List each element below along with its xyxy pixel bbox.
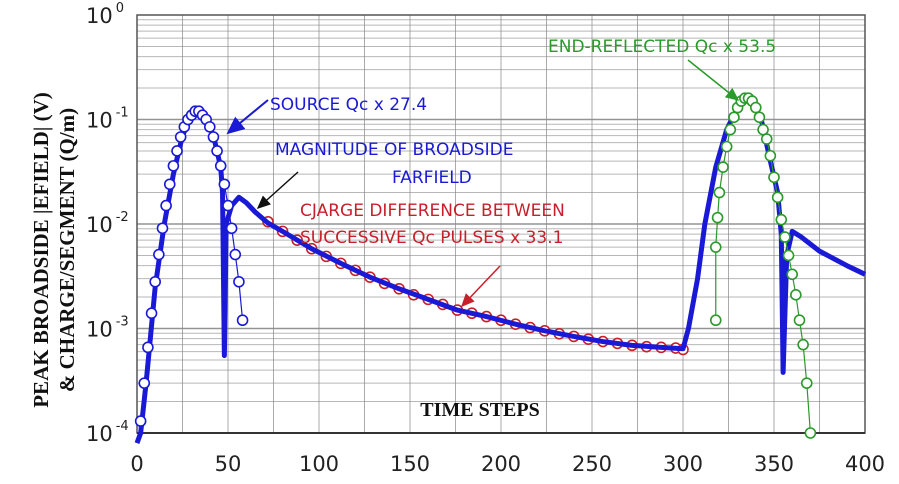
series-source-point [153, 248, 165, 261]
x-tick-label: 0 [130, 452, 143, 476]
series-source-point [167, 160, 180, 172]
y-tick-label: 10 -2 [86, 210, 129, 237]
x-tick-label: 150 [390, 452, 430, 476]
y-tick-label: 10 -3 [86, 315, 129, 342]
y-tick-label: 10 -4 [86, 419, 129, 446]
series-source-point [142, 341, 154, 354]
series-source-point [145, 307, 158, 320]
series-source-point [163, 178, 176, 191]
series-source-point [174, 131, 187, 143]
series-source-point [214, 160, 227, 172]
series-source-point [134, 415, 147, 427]
tick-labels: 0 50 100 150 200 250 300 350 400 10 0 10 -1 10 -2 10 -3 1… [86, 1, 885, 476]
series-end-point [713, 186, 726, 199]
series-source-point [204, 121, 216, 133]
x-tick-label: 300 [663, 452, 703, 476]
series-end-point [709, 241, 722, 253]
series-source-point [138, 377, 151, 389]
y-axis-label-line1: PEAK BROADSIDE |EFIELD| (V) [29, 92, 53, 408]
series-source-point [236, 314, 249, 327]
annotation-farfield-2: FARFIELD [392, 168, 472, 188]
series-source-point [233, 275, 245, 288]
series-end-point [779, 231, 791, 243]
grid [136, 14, 866, 434]
annotation-end-reflected: END-REFLECTED Qc x 53.5 [548, 37, 776, 57]
series-end-point [760, 133, 773, 145]
plot-series [134, 92, 867, 444]
series-end-point [800, 377, 813, 389]
series-end-point [775, 213, 788, 226]
series-end-point [793, 314, 806, 327]
annotation-charge-1: CJARGE DIFFERENCE BETWEEN [300, 201, 565, 221]
x-tick-label: 350 [754, 452, 794, 476]
series-end-point [753, 111, 766, 124]
series-end-point [768, 171, 780, 184]
series-end-point [771, 191, 784, 204]
annotation-farfield-1: MAGNITUDE OF BROADSIDE [275, 140, 513, 160]
annotation-source: SOURCE Qc x 27.4 [270, 95, 427, 115]
series-end-point [764, 149, 777, 162]
series-source-point [149, 275, 161, 288]
series-end-point [797, 338, 809, 351]
series-end-point [720, 140, 733, 153]
charge-arrow [460, 265, 501, 308]
series-end-point [717, 161, 729, 173]
farfield-arrow [256, 171, 299, 210]
series-source-point [156, 222, 169, 235]
x-tick-label: 50 [215, 452, 242, 476]
series-end-point [782, 249, 795, 262]
x-tick-label: 400 [845, 452, 885, 476]
series-end-point [790, 289, 802, 301]
x-tick-label: 200 [481, 452, 521, 476]
series-source-point [229, 248, 242, 261]
series-source-point [225, 222, 238, 235]
series-end-point [709, 314, 722, 327]
x-axis-label: TIME STEPS [420, 399, 539, 421]
series-end-point [711, 211, 724, 224]
series-source-point [160, 199, 172, 212]
series-end-point [804, 427, 817, 439]
series-source-point [222, 199, 234, 212]
series-end-point [757, 123, 769, 136]
y-axis-label-line2: & CHARGE/SEGMENT (Q/m) [55, 108, 79, 392]
series-source-point [211, 145, 223, 157]
series-source-point [218, 178, 231, 191]
y-tick-label: 10 0 [86, 1, 124, 28]
end-arrow [687, 59, 740, 101]
series-source-point [171, 145, 183, 157]
series-end-point [728, 111, 740, 124]
series-end-point [786, 268, 799, 281]
annotation-charge-2: SUCCESSIVE Qc PULSES x 33.1 [300, 228, 563, 248]
series-end-point [724, 123, 737, 136]
y-tick-label: 10 -1 [86, 106, 129, 133]
x-tick-label: 100 [299, 452, 339, 476]
x-tick-label: 250 [572, 452, 612, 476]
source-arrow [226, 99, 269, 135]
series-source-point [207, 131, 220, 143]
series-end-point [749, 101, 762, 114]
